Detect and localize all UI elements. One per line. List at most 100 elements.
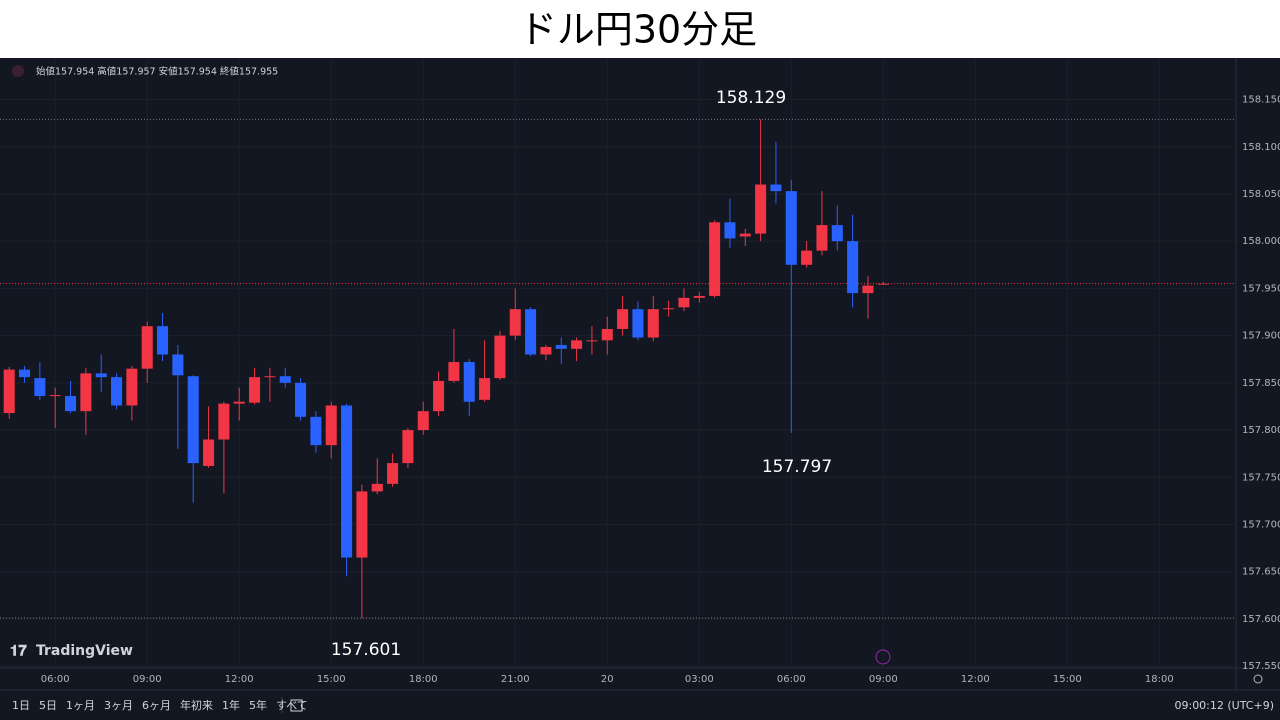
y-tick-label: 158.150 xyxy=(1242,95,1280,106)
clock: 09:00:12 (UTC+9) xyxy=(1174,699,1274,712)
range-button[interactable]: 年初来 xyxy=(180,698,213,712)
candle-body xyxy=(709,222,721,296)
candle-body xyxy=(310,416,322,446)
toolbar xyxy=(0,690,1280,720)
candle-body xyxy=(295,382,307,417)
candle-body xyxy=(509,309,521,336)
candle-body xyxy=(233,401,245,404)
candle-body xyxy=(647,309,659,338)
x-tick-label: 15:00 xyxy=(1053,674,1082,685)
x-tick-label: 12:00 xyxy=(225,674,254,685)
candle-body xyxy=(279,376,291,383)
candle-body xyxy=(632,309,644,338)
candle-body xyxy=(663,308,675,310)
y-tick-label: 157.700 xyxy=(1242,519,1280,530)
candle-body xyxy=(34,378,46,397)
candle-body xyxy=(693,295,705,298)
candle-body xyxy=(678,297,690,308)
candle-body xyxy=(770,184,782,192)
candle-body xyxy=(755,184,767,234)
candle-body xyxy=(785,191,797,265)
candle-body xyxy=(80,373,92,412)
title-band xyxy=(0,0,1280,58)
title: ドル円30分足 xyxy=(519,8,757,52)
candle-body xyxy=(801,250,813,265)
x-tick-label: 09:00 xyxy=(869,674,898,685)
candle-body xyxy=(95,373,107,378)
candle-body xyxy=(448,362,460,381)
candle-body xyxy=(325,405,337,446)
candle-body xyxy=(433,380,445,412)
candle-body xyxy=(157,326,169,355)
candle-body xyxy=(187,376,199,464)
candle-body xyxy=(249,377,261,403)
candle-body xyxy=(218,403,230,440)
range-button[interactable]: 1年 xyxy=(222,698,240,712)
candle-body xyxy=(555,345,567,349)
candle-body xyxy=(571,340,583,349)
settings-icon[interactable] xyxy=(1253,674,1263,684)
candle-body xyxy=(739,233,751,237)
range-button[interactable]: 3ヶ月 xyxy=(104,699,133,712)
brand-icon: 𝟏𝟕 xyxy=(10,642,27,660)
candle-body xyxy=(494,335,506,379)
candle-body xyxy=(3,369,15,414)
candle-body xyxy=(341,405,353,558)
candle-body xyxy=(463,362,475,402)
candle-body xyxy=(525,309,537,355)
range-button[interactable]: 5日 xyxy=(39,699,57,712)
range-button[interactable]: 1日 xyxy=(12,699,30,712)
y-tick-label: 157.800 xyxy=(1242,425,1280,436)
candle-body xyxy=(49,395,61,397)
candle-body xyxy=(877,283,889,285)
y-tick-label: 157.600 xyxy=(1242,614,1280,625)
candle-body xyxy=(111,377,123,406)
candle-body xyxy=(862,285,874,294)
candle-body xyxy=(387,463,399,484)
x-tick-label: 15:00 xyxy=(317,674,346,685)
candle-body xyxy=(356,491,368,558)
range-button[interactable]: すべて xyxy=(276,699,308,712)
y-tick-label: 157.650 xyxy=(1242,567,1280,578)
y-tick-label: 157.550 xyxy=(1242,661,1280,672)
candle-body xyxy=(65,396,77,412)
annotation: 158.129 xyxy=(716,88,786,108)
x-tick-label: 03:00 xyxy=(685,674,714,685)
candle-body xyxy=(417,411,429,431)
y-tick-label: 157.850 xyxy=(1242,378,1280,389)
candle-body xyxy=(601,329,613,341)
y-tick-label: 157.900 xyxy=(1242,331,1280,342)
x-tick-label: 20 xyxy=(601,674,614,685)
candle-body xyxy=(586,340,598,342)
y-tick-label: 157.950 xyxy=(1242,283,1280,294)
x-tick-label: 18:00 xyxy=(1145,674,1174,685)
ohlc-legend: 始値157.954 高値157.957 安値157.954 終値157.955 xyxy=(36,66,278,78)
candle-body xyxy=(540,346,552,355)
x-tick-label: 12:00 xyxy=(961,674,990,685)
y-tick-label: 158.050 xyxy=(1242,189,1280,200)
x-tick-label: 06:00 xyxy=(41,674,70,685)
y-tick-label: 157.750 xyxy=(1242,472,1280,483)
candle-body xyxy=(617,309,629,330)
x-tick-label: 09:00 xyxy=(133,674,162,685)
candle-body xyxy=(126,368,138,406)
candle-body xyxy=(19,369,31,378)
symbol-icon xyxy=(12,65,24,77)
candle-body xyxy=(479,378,491,400)
candle-body xyxy=(203,439,215,466)
range-button[interactable]: 6ヶ月 xyxy=(142,699,171,712)
candle-body xyxy=(141,326,153,369)
candle-body xyxy=(371,483,383,492)
x-tick-label: 21:00 xyxy=(501,674,530,685)
chart-bg xyxy=(0,58,1280,690)
range-button[interactable]: 5年 xyxy=(249,698,267,712)
x-tick-label: 18:00 xyxy=(409,674,438,685)
range-button[interactable]: 1ヶ月 xyxy=(66,699,95,712)
event-icon[interactable] xyxy=(875,649,891,665)
annotation: 157.797 xyxy=(762,457,832,477)
y-tick-label: 158.100 xyxy=(1242,142,1280,153)
candle-body xyxy=(724,222,736,239)
date-range-icon[interactable] xyxy=(290,699,303,712)
candle-body xyxy=(831,225,843,242)
